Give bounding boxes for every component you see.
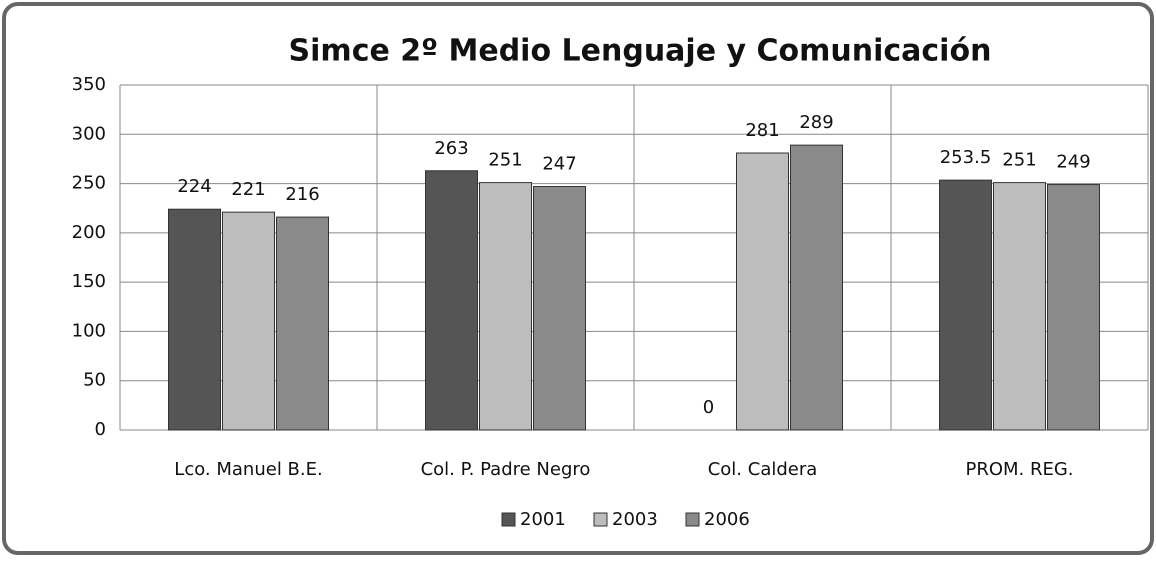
x-tick-label: Col. Caldera <box>708 459 818 480</box>
data-label: 251 <box>488 150 522 171</box>
data-label: 263 <box>434 138 468 159</box>
y-tick-label: 300 <box>72 123 106 144</box>
y-tick-label: 200 <box>72 222 106 243</box>
bar <box>1047 184 1100 431</box>
legend-label: 2003 <box>612 509 658 530</box>
y-tick-label: 0 <box>95 419 106 440</box>
data-label: 247 <box>542 154 576 175</box>
legend-swatch <box>501 512 516 527</box>
x-tick-label: Col. P. Padre Negro <box>421 459 591 480</box>
y-tick-label: 100 <box>72 320 106 341</box>
bar <box>479 182 532 431</box>
data-label: 251 <box>1002 150 1036 171</box>
data-label: 289 <box>799 112 833 133</box>
data-label: 216 <box>285 184 319 205</box>
chart-title: Simce 2º Medio Lenguaje y Comunicación <box>289 34 992 69</box>
bar <box>736 152 789 431</box>
bar <box>168 208 221 431</box>
data-label: 0 <box>703 397 714 418</box>
data-label: 224 <box>177 176 211 197</box>
bar <box>939 179 992 431</box>
data-label: 221 <box>231 179 265 200</box>
bar <box>425 170 478 431</box>
bar <box>533 186 586 431</box>
legend-label: 2001 <box>520 509 566 530</box>
y-tick-label: 50 <box>83 370 106 391</box>
y-tick-label: 150 <box>72 271 106 292</box>
y-tick-label: 350 <box>72 74 106 95</box>
data-label: 253.5 <box>940 147 992 168</box>
legend-swatch <box>685 512 700 527</box>
legend-swatch <box>593 512 608 527</box>
data-label: 249 <box>1056 152 1090 173</box>
bar <box>993 182 1046 431</box>
bar <box>222 211 275 431</box>
bar <box>276 216 329 431</box>
x-tick-label: PROM. REG. <box>965 459 1073 480</box>
data-label: 281 <box>745 120 779 141</box>
y-tick-label: 250 <box>72 173 106 194</box>
bar <box>790 144 843 431</box>
x-tick-label: Lco. Manuel B.E. <box>174 459 322 480</box>
legend-label: 2006 <box>704 509 750 530</box>
